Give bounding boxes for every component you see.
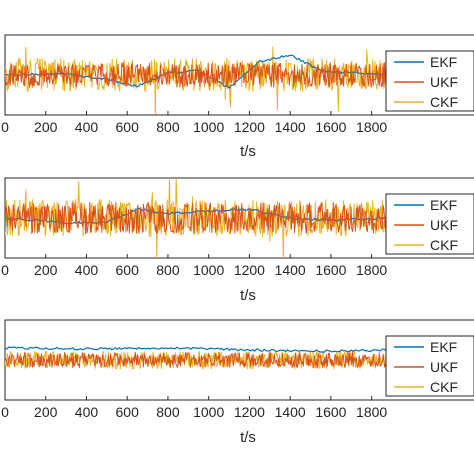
series-group: [5, 178, 386, 258]
series-line-ekf: [5, 346, 386, 353]
x-tick-label: 1200: [234, 404, 265, 420]
x-tick-label: 1800: [356, 404, 387, 420]
x-tick-label: 400: [75, 119, 99, 135]
x-tick-label: 1600: [315, 262, 346, 278]
series-group: [5, 346, 386, 370]
x-axis-label: t/s: [240, 287, 256, 304]
x-tick-label: 1800: [356, 119, 387, 135]
legend: EKF UKF CKF: [385, 50, 474, 112]
x-tick-label: 800: [156, 262, 180, 278]
x-tick-label: 1400: [275, 262, 306, 278]
x-tick-label: 200: [34, 404, 58, 420]
legend-label-ukf: UKF: [430, 359, 458, 375]
series-line-ukf: [5, 62, 386, 88]
x-tick-label: 0: [1, 119, 9, 135]
x-tick-label: 200: [34, 119, 58, 135]
legend-box: [385, 335, 474, 397]
legend-label-ekf: EKF: [430, 197, 457, 213]
x-tick-label: 400: [75, 262, 99, 278]
x-tick-label: 0: [1, 404, 9, 420]
x-tick-label: 1600: [315, 119, 346, 135]
x-tick-label: 1000: [193, 404, 224, 420]
legend-label-ukf: UKF: [430, 217, 458, 233]
x-tick-label: 1000: [193, 119, 224, 135]
legend-label-ckf: CKF: [430, 379, 458, 395]
legend-box: [385, 193, 474, 255]
x-tick-label: 1600: [315, 404, 346, 420]
chart-panel-2: 0 200 400 600 800 1000 1200 1400 1600 1800 t/s EKF U…: [1, 177, 474, 304]
x-tick-label: 600: [116, 119, 140, 135]
x-tick-label: 800: [156, 404, 180, 420]
series-line-ukf: [5, 351, 386, 369]
x-tick-label: 600: [116, 404, 140, 420]
x-tick-label: 800: [156, 119, 180, 135]
x-tick-label: 1400: [275, 404, 306, 420]
x-tick-label: 1800: [356, 262, 387, 278]
series-line-ukf: [5, 201, 386, 234]
x-tick-label: 600: [116, 262, 140, 278]
x-tick-label: 1400: [275, 119, 306, 135]
legend-label-ekf: EKF: [430, 339, 457, 355]
legend-label-ckf: CKF: [430, 237, 458, 253]
legend: EKF UKF CKF: [385, 335, 474, 397]
legend-label-ukf: UKF: [430, 74, 458, 90]
x-axis-label: t/s: [240, 429, 256, 446]
chart-panel-3: 0 200 400 600 800 1000 1200 1400 1600 1800 t/s EKF U…: [1, 319, 474, 446]
legend: EKF UKF CKF: [385, 193, 474, 255]
x-tick-label: 400: [75, 404, 99, 420]
legend-box: [385, 50, 474, 112]
chart-panel-1: 0 200 400 600 800 1000 1200 1400 1600 1800 t/s EKF U…: [1, 34, 474, 160]
x-tick-label: 0: [1, 262, 9, 278]
x-tick-label: 1200: [234, 262, 265, 278]
x-axis-label: t/s: [240, 143, 256, 160]
x-tick-label: 200: [34, 262, 58, 278]
series-group: [5, 46, 386, 115]
x-tick-label: 1000: [193, 262, 224, 278]
legend-label-ckf: CKF: [430, 94, 458, 110]
legend-label-ekf: EKF: [430, 54, 457, 70]
x-tick-label: 1200: [234, 119, 265, 135]
